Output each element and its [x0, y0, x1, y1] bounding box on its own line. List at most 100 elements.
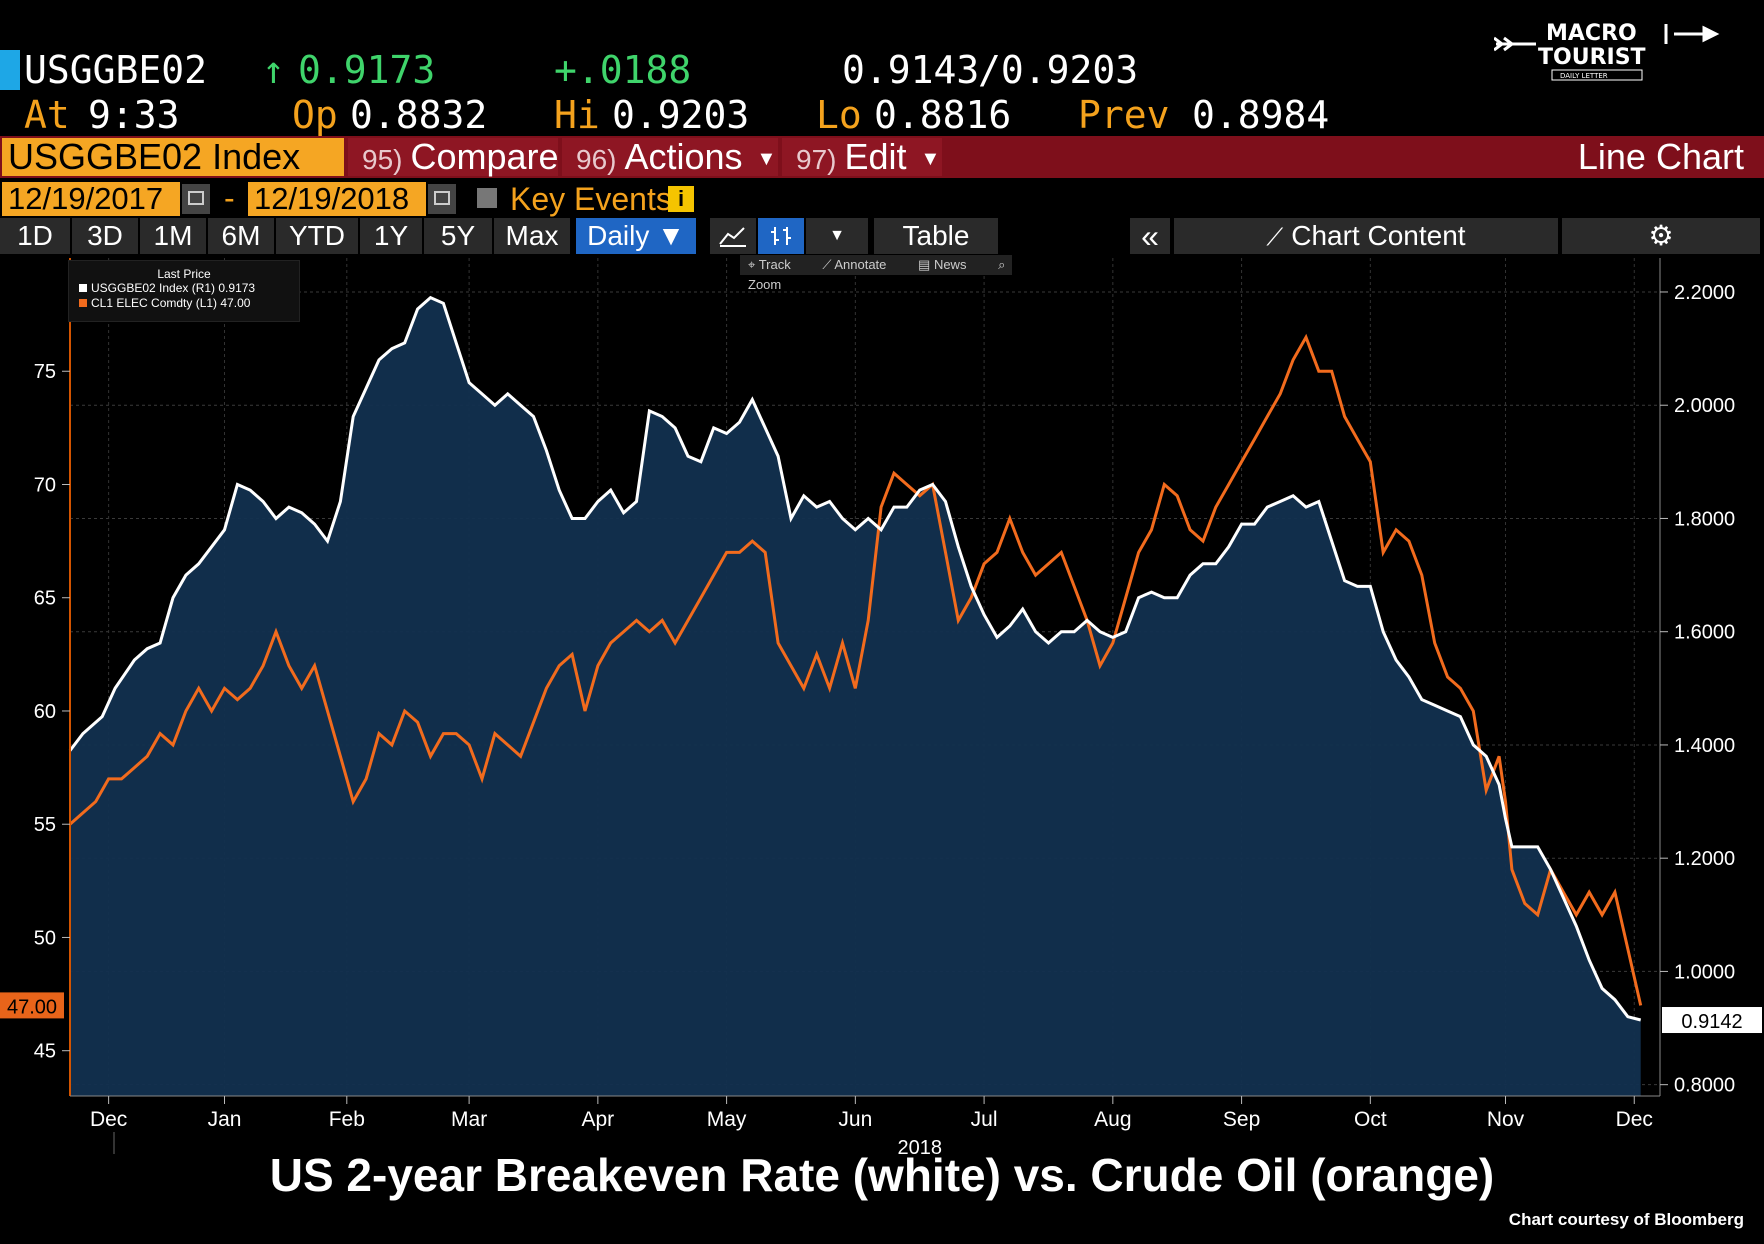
right-tick-label: 1.4000: [1674, 735, 1735, 757]
left-tick-label: 65: [34, 588, 56, 610]
legend-header: Last Price: [157, 267, 211, 281]
x-tick-label: Sep: [1223, 1108, 1260, 1131]
chart-content-button[interactable]: ⟋ Chart Content: [1174, 218, 1558, 254]
left-tick-label: 60: [34, 701, 56, 723]
chart-content-icon: ⟋: [1266, 224, 1284, 251]
crude-oil-line: [69, 333, 1643, 1006]
chart-legend: Last Price USGGBE02 Index (R1) 0.9173 CL…: [68, 260, 300, 322]
ticker-symbol[interactable]: USGGBE02: [24, 48, 208, 92]
table-button[interactable]: Table: [874, 218, 998, 254]
ticker-marker: [0, 50, 20, 90]
style-dropdown-icon[interactable]: ▼: [806, 218, 868, 254]
gear-icon[interactable]: ⚙: [1562, 218, 1760, 254]
line-chart: 0.8000 1.0000 1.2000 1.4000 1.6000 1.8000 2.00…: [0, 258, 1762, 1154]
chart-credit: Chart courtesy of Bloomberg: [1508, 1210, 1744, 1229]
chart-type-label: Line Chart: [1577, 136, 1744, 177]
left-tick-label: 75: [34, 361, 56, 383]
chart-toolbar: 1D 3D 1M 6M YTD 1Y 5Y Max Daily ▼ ▼ Tabl…: [0, 218, 1764, 254]
high-value: 0.9203: [612, 93, 750, 137]
left-tick-label: 55: [34, 814, 56, 836]
edit-number: 97): [796, 144, 837, 175]
low-value: 0.8816: [874, 93, 1012, 137]
ask-price: /0.9203: [978, 48, 1139, 92]
open-label: Op: [292, 93, 338, 137]
line-style-icon[interactable]: [710, 218, 756, 254]
date-separator: -: [224, 180, 235, 216]
menu-bar: USGGBE02 Index 95) Compare 96) Actions ▼ 97…: [0, 136, 1764, 178]
svg-text:DAILY LETTER: DAILY LETTER: [1560, 72, 1608, 80]
x-tick-label: Feb: [329, 1108, 365, 1131]
right-tick-label: 2.0000: [1674, 395, 1735, 417]
breakeven-last-value-badge: [1662, 1007, 1762, 1034]
crude-last-value-badge: [0, 992, 64, 1019]
open-value: 0.8832: [350, 93, 488, 137]
right-tick-label: 1.8000: [1674, 508, 1735, 530]
calendar-icon[interactable]: [182, 184, 210, 214]
actions-number: 96): [576, 144, 617, 175]
key-events-checkbox[interactable]: [477, 188, 497, 208]
period-1y-button[interactable]: 1Y: [360, 218, 422, 254]
legend-item-crude: CL1 ELEC Comdty (L1) 47.00: [79, 296, 299, 311]
left-tick-label: 50: [34, 927, 56, 949]
x-tick-label: Aug: [1094, 1108, 1131, 1131]
compare-number: 95): [362, 144, 403, 175]
breakeven-last-value-label: 0.9142: [1681, 1011, 1742, 1033]
right-tick-label: 1.2000: [1674, 848, 1735, 870]
edit-menu[interactable]: 97) Edit ▼: [782, 138, 942, 176]
frequency-dropdown[interactable]: Daily ▼: [576, 218, 696, 254]
prev-label: Prev: [1078, 93, 1170, 137]
chart-content-label: Chart Content: [1291, 220, 1466, 251]
net-change: +.0188: [554, 48, 692, 92]
high-label: Hi: [554, 93, 600, 137]
compare-menu[interactable]: 95) Compare: [348, 138, 559, 176]
period-6m-button[interactable]: 6M: [208, 218, 274, 254]
left-tick-label: 70: [34, 474, 56, 496]
zoom-tool[interactable]: ⌕ Zoom: [748, 257, 1006, 292]
svg-text:TOURIST: TOURIST: [1538, 45, 1646, 70]
x-tick-label: May: [707, 1108, 747, 1131]
last-price-arrow: ↑: [262, 48, 285, 92]
at-label: At: [24, 93, 70, 137]
period-max-button[interactable]: Max: [494, 218, 570, 254]
macro-tourist-logo: MACRO TOURIST DAILY LETTER: [1493, 10, 1724, 82]
x-tick-label: Jul: [971, 1108, 998, 1131]
chart-title: US 2-year Breakeven Rate (white) vs. Cru…: [269, 1149, 1495, 1201]
track-tool[interactable]: ⌖ Track: [748, 257, 791, 272]
right-tick-label: 1.6000: [1674, 622, 1735, 644]
period-5y-button[interactable]: 5Y: [424, 218, 492, 254]
period-1m-button[interactable]: 1M: [140, 218, 206, 254]
actions-menu[interactable]: 96) Actions ▼: [562, 138, 778, 176]
collapse-icon[interactable]: «: [1130, 218, 1170, 254]
prev-value: 0.8984: [1192, 93, 1330, 137]
x-tick-label: Jun: [838, 1108, 872, 1131]
x-tick-label: Nov: [1487, 1108, 1525, 1131]
chevron-down-icon: ▼: [756, 148, 777, 171]
left-tick-label: 45: [34, 1041, 56, 1063]
annotate-tool[interactable]: ⟋ Annotate: [822, 257, 887, 272]
period-ytd-button[interactable]: YTD: [276, 218, 358, 254]
x-tick-label: Oct: [1354, 1108, 1387, 1131]
svg-text:MACRO: MACRO: [1546, 21, 1637, 46]
period-3d-button[interactable]: 3D: [72, 218, 138, 254]
x-tick-label: Mar: [451, 1108, 487, 1131]
start-date-input[interactable]: 12/19/2017: [2, 182, 180, 216]
key-events-label: Key Events: [510, 181, 672, 217]
x-year-label: 2018: [897, 1137, 942, 1154]
info-icon[interactable]: i: [668, 186, 694, 212]
right-tick-label: 1.0000: [1674, 961, 1735, 983]
last-price: 0.9173: [298, 48, 436, 92]
period-1d-button[interactable]: 1D: [0, 218, 70, 254]
actions-label: Actions: [624, 136, 743, 177]
breakeven-area-fill: [70, 297, 1641, 1097]
right-tick-label: 0.8000: [1674, 1075, 1735, 1097]
news-tool[interactable]: ▤ News: [918, 257, 967, 272]
security-field[interactable]: USGGBE02 Index: [2, 138, 344, 176]
end-date-input[interactable]: 12/19/2018: [248, 182, 426, 216]
at-value: 9:33: [88, 93, 180, 137]
chart-axes: 0.8000 1.0000 1.2000 1.4000 1.6000 1.8000 2.00…: [0, 258, 1762, 1154]
calendar-icon[interactable]: [428, 184, 456, 214]
bar-style-icon[interactable]: [758, 218, 804, 254]
x-tick-label: Dec: [1616, 1108, 1653, 1131]
breakeven-line: [68, 295, 1642, 1022]
bid-price: 0.9143: [842, 48, 980, 92]
